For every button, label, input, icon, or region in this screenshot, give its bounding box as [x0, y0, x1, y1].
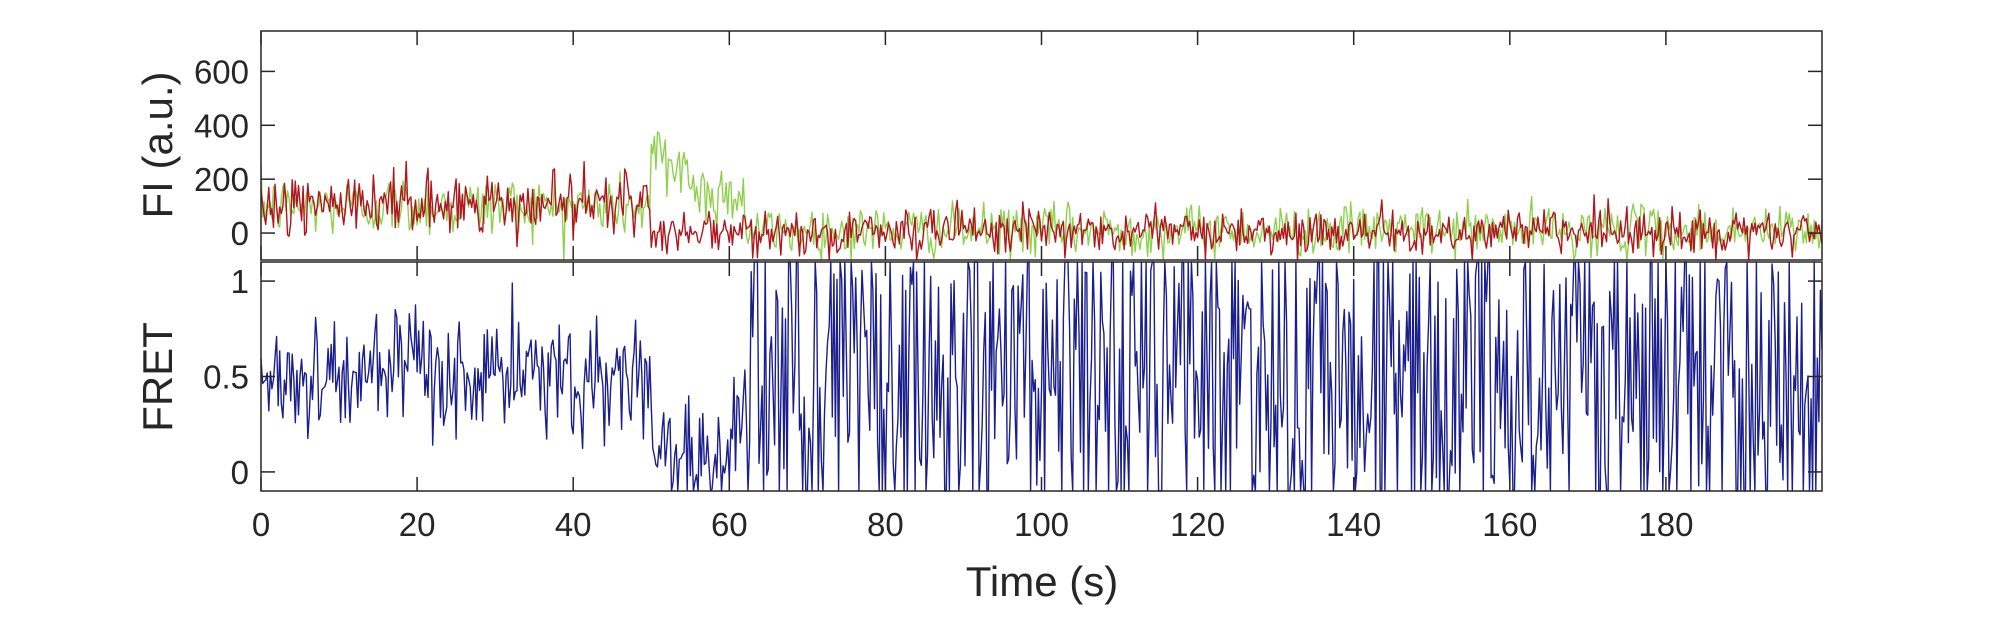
x-tick-label: 20: [399, 506, 436, 543]
series-line-1: [260, 261, 1823, 492]
x-tick-label: 0: [252, 506, 270, 543]
series-line-2: [260, 160, 1823, 261]
fluorescence-y-tick-label: 200: [194, 161, 249, 198]
fluorescence-y-tick-label: 0: [231, 215, 249, 252]
fret-y-tick-label: 0.5: [203, 359, 249, 396]
x-tick-label: 100: [1014, 506, 1069, 543]
fluorescence-panel: 0 200 400 600 FI (a.u.): [134, 30, 1823, 261]
x-tick-label: 140: [1326, 506, 1381, 543]
x-tick-label: 80: [867, 506, 904, 543]
fret-y-axis-label: FRET: [134, 322, 181, 432]
fluorescence-y-axis-label: FI (a.u.): [134, 71, 181, 218]
x-tick-label: 60: [711, 506, 748, 543]
x-tick-label: 180: [1638, 506, 1693, 543]
fret-y-ticks: 00.51: [203, 263, 1822, 491]
fluorescence-y-tick-label: 600: [194, 53, 249, 90]
fluorescence-traces: [260, 131, 1823, 261]
fret-trace: [260, 261, 1823, 492]
x-tick-label: 160: [1482, 506, 1537, 543]
fret-y-tick-label: 1: [231, 263, 249, 300]
time-x-ticks: 0 20 40 60 80 100 120 140 160 180: [252, 31, 1693, 543]
fluorescence-y-tick-label: 400: [194, 107, 249, 144]
time-x-axis-label: Time (s): [966, 558, 1118, 605]
fluorescence-plot-frame: [260, 30, 1823, 261]
fret-panel: 00.51 0 20 40 60 80 100 120 140 160 180 FRET Time…: [134, 31, 1823, 605]
x-tick-label: 40: [555, 506, 592, 543]
fret-y-tick-label: 0: [231, 454, 249, 491]
x-tick-label: 120: [1170, 506, 1225, 543]
fluorescence-y-ticks: 0 200 400 600: [194, 53, 1822, 252]
